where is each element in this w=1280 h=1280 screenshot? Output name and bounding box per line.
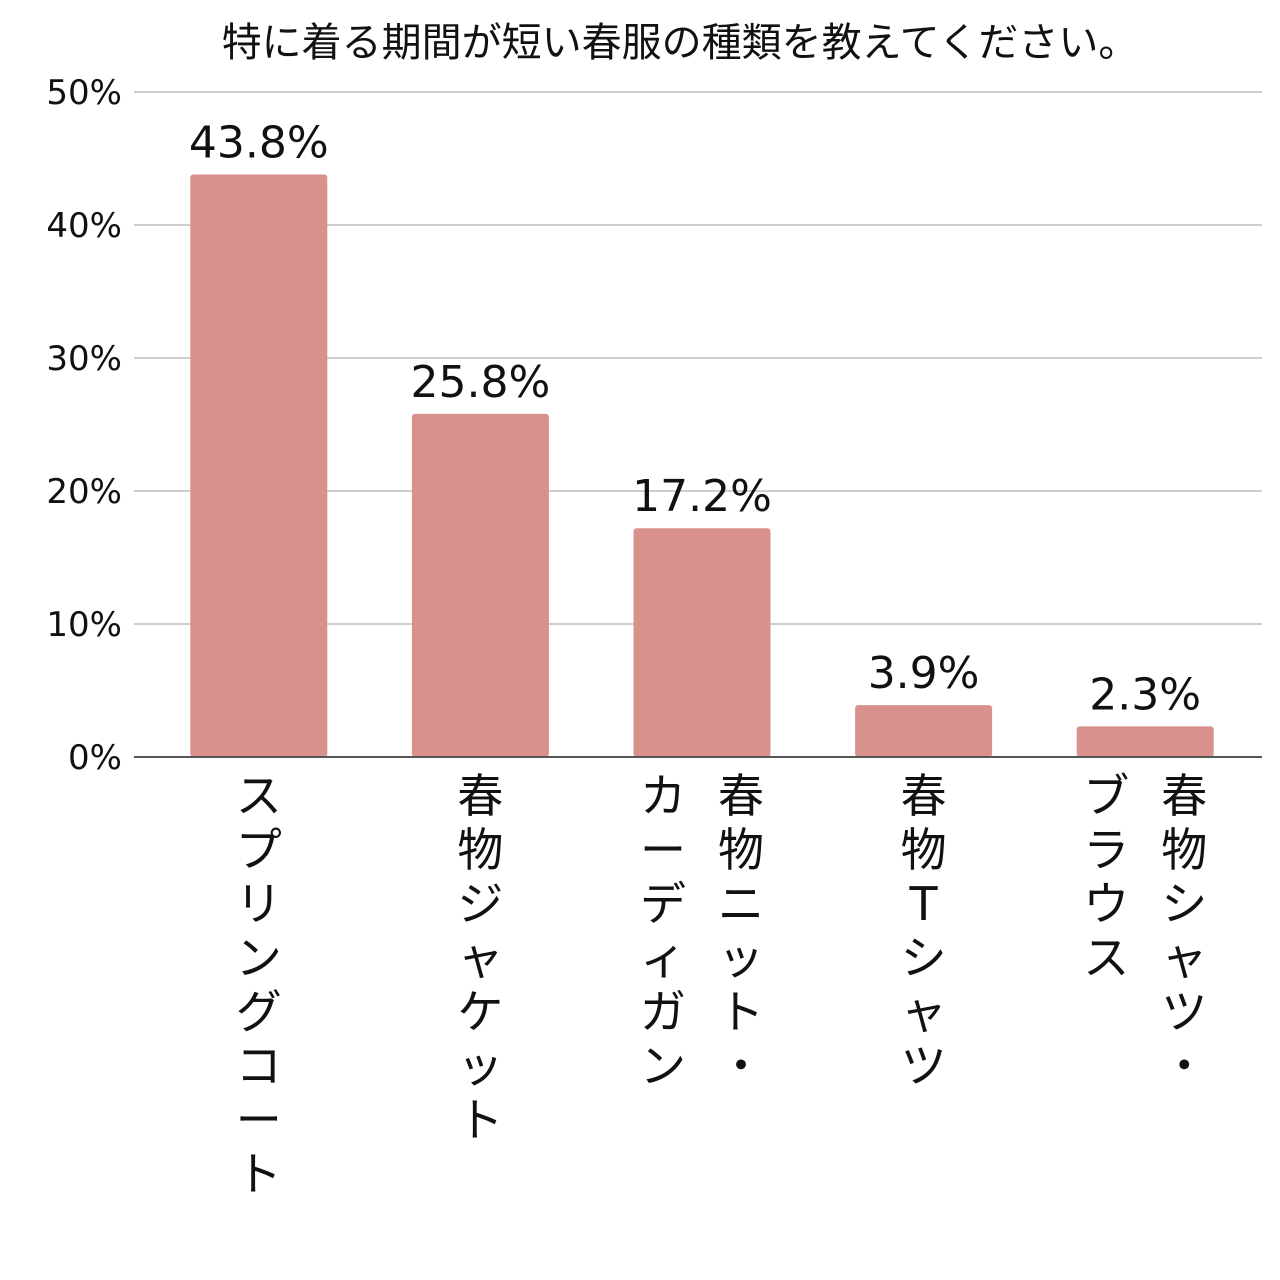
- bars: [190, 174, 1214, 757]
- category-label-char: ト: [718, 985, 764, 1039]
- category-label-char: ラ: [1083, 823, 1129, 877]
- category-label-char: 春: [901, 769, 947, 823]
- category-label-char: カ: [640, 769, 686, 823]
- data-label-2: 25.8%: [411, 357, 551, 408]
- category-label-char: ツ: [901, 1039, 947, 1093]
- y-tick-label-50: 50%: [46, 73, 122, 113]
- bar-5: [1076, 726, 1214, 757]
- y-tick-label-40: 40%: [46, 206, 122, 246]
- category-label-char: リ: [236, 877, 282, 931]
- y-tick-label-20: 20%: [46, 472, 122, 512]
- bar-2: [411, 413, 549, 757]
- category-label-char: 物: [1161, 823, 1207, 877]
- category-label-char: ッ: [718, 931, 764, 985]
- data-label-4: 3.9%: [868, 648, 980, 699]
- category-label-char: ケ: [457, 985, 503, 1039]
- category-label-char: ・: [718, 1039, 764, 1093]
- category-label-char: ー: [236, 1093, 282, 1147]
- y-tick-label-30: 30%: [46, 339, 122, 379]
- category-label-char: 春: [1161, 769, 1207, 823]
- category-label-char: グ: [236, 985, 282, 1039]
- data-label-3: 17.2%: [632, 471, 772, 522]
- category-label-char: ト: [236, 1147, 282, 1201]
- bar-4: [855, 705, 993, 757]
- category-label-char: ッ: [457, 1039, 503, 1093]
- bar-1: [190, 174, 328, 757]
- category-label-char: ン: [640, 1039, 686, 1093]
- category-label-char: ツ: [1161, 985, 1207, 1039]
- category-label-char: ー: [640, 823, 686, 877]
- category-label-char: 春: [718, 769, 764, 823]
- category-label-char: 春: [457, 769, 503, 823]
- category-label-char: シ: [901, 931, 947, 985]
- bar-3: [633, 528, 771, 757]
- category-label-char: ニ: [718, 877, 764, 931]
- category-label-char: T: [909, 877, 939, 931]
- category-label-char: ト: [457, 1093, 503, 1147]
- category-label-char: ス: [236, 769, 282, 823]
- chart-title: 特に着る期間が短い春服の種類を教えてください。: [222, 20, 1139, 66]
- category-label-char: ・: [1161, 1039, 1207, 1093]
- category-label-char: 物: [718, 823, 764, 877]
- category-label-char: ャ: [457, 931, 503, 985]
- category-label-char: シ: [1161, 877, 1207, 931]
- category-label-char: 物: [457, 823, 503, 877]
- data-label-5: 2.3%: [1089, 669, 1201, 720]
- category-label-char: ャ: [901, 985, 947, 1039]
- y-axis-tick-labels: 0% 10% 20% 30% 40% 50%: [46, 73, 122, 778]
- data-labels: 43.8% 25.8% 17.2% 3.9% 2.3%: [189, 117, 1201, 720]
- y-tick-label-0: 0%: [68, 738, 122, 778]
- category-label-char: ス: [1083, 931, 1129, 985]
- category-label-char: ャ: [1161, 931, 1207, 985]
- data-label-1: 43.8%: [189, 117, 329, 168]
- category-label-char: ウ: [1083, 877, 1129, 931]
- category-label-char: 物: [901, 823, 947, 877]
- category-label-char: ジ: [457, 877, 503, 931]
- y-tick-label-10: 10%: [46, 605, 122, 645]
- category-label-char: コ: [236, 1039, 282, 1093]
- category-label-char: デ: [640, 877, 686, 931]
- category-label-char: ン: [236, 931, 282, 985]
- category-labels: スプリングコート春物ジャケット春物ニット・カーディガン春物Tシャツ春物シャツ・ブ…: [236, 769, 1207, 1201]
- category-label-char: ガ: [640, 985, 686, 1039]
- category-label-char: ブ: [1083, 769, 1129, 823]
- category-label-char: プ: [236, 823, 282, 877]
- category-label-char: ィ: [640, 931, 686, 985]
